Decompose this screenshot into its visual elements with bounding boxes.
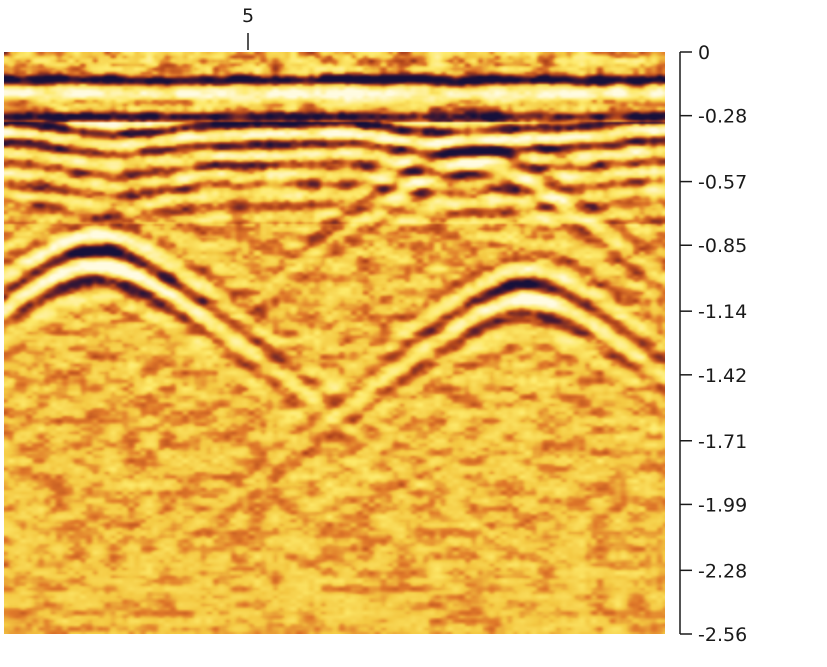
x-axis: 5 [242,5,254,50]
heatmap-image [4,52,665,634]
y-tick-label: -2.56 [698,624,747,646]
plot-area [4,52,665,634]
y-tick-label: 0 [698,42,710,64]
y-tick-label: -1.14 [698,301,747,323]
y-tick-label: -0.57 [698,172,747,194]
y-tick-label: -1.42 [698,365,747,387]
y-axis: 0 -0.28 -0.57 -0.85 -1.14 -1.42 -1.71 -1.99 -2.2… [679,42,747,646]
x-tick-label: 5 [242,5,254,27]
y-tick-label: -1.99 [698,494,747,516]
y-tick-label: -1.71 [698,431,747,453]
y-tick-label: -2.28 [698,560,747,582]
y-tick-label: -0.28 [698,106,747,128]
y-tick-label: -0.85 [698,235,747,257]
